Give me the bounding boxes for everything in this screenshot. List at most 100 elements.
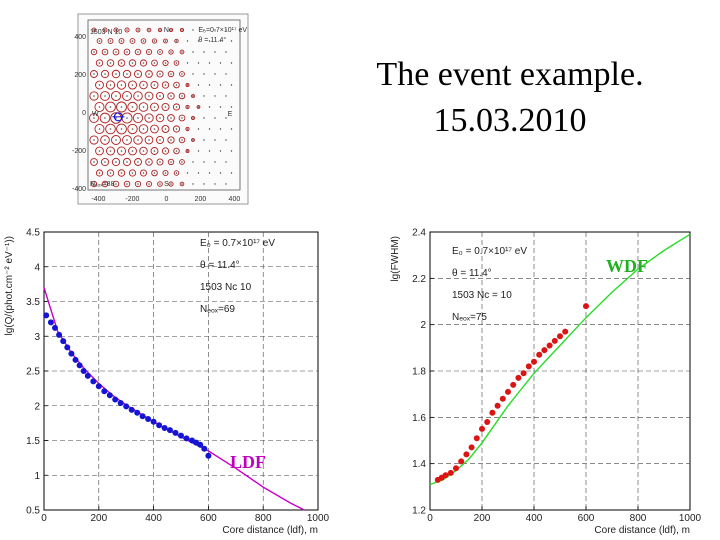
- station-dot: [192, 51, 194, 53]
- wdf-data-point: [551, 337, 558, 344]
- station-dot: [137, 51, 139, 53]
- station-hit: [161, 147, 170, 155]
- station-hit: [117, 169, 126, 177]
- station-dot: [98, 40, 101, 42]
- station-hit: [89, 135, 99, 145]
- station-dot: [181, 73, 183, 75]
- station-hit: [156, 70, 164, 78]
- station-dot: [93, 51, 95, 53]
- station-dot: [153, 84, 156, 86]
- station-hit: [172, 125, 181, 133]
- station-hit: [123, 180, 131, 188]
- ldf-y-tick-label: 4: [34, 262, 40, 273]
- station-hit: [90, 70, 98, 78]
- station-dot: [225, 139, 227, 141]
- station-hit: [100, 91, 110, 101]
- station-dot: [192, 73, 194, 75]
- station-hit: [172, 103, 181, 111]
- station-dot: [148, 51, 150, 53]
- station-hit: [178, 136, 186, 144]
- station-dot: [181, 117, 183, 119]
- station-dot: [192, 29, 194, 31]
- station-dot: [208, 128, 211, 130]
- station-hit: [185, 126, 190, 132]
- station-hit: [95, 80, 104, 90]
- station-dot: [214, 183, 216, 185]
- station-hit: [145, 158, 153, 166]
- ldf-y-tick-label: 1.5: [26, 436, 40, 447]
- station-hit: [161, 102, 170, 111]
- station-dot: [115, 95, 117, 97]
- station-dot: [159, 161, 161, 163]
- station-dot: [142, 62, 145, 64]
- station-dot: [181, 51, 183, 53]
- station-dot: [192, 117, 194, 119]
- ldf-data-point: [60, 338, 67, 345]
- ldf-data-point: [101, 388, 108, 395]
- station-dot: [98, 106, 101, 108]
- ldf-data-point: [145, 416, 152, 422]
- station-dot: [104, 29, 106, 31]
- station-dot: [219, 106, 222, 108]
- station-dot: [170, 51, 172, 53]
- station-hit: [128, 146, 137, 156]
- wdf-tag-label: WDF: [606, 256, 648, 276]
- station-dot: [131, 62, 134, 64]
- wdf-data-point: [536, 351, 543, 358]
- station-hit: [144, 91, 154, 101]
- wdf-data-point: [463, 451, 470, 458]
- station-hit: [156, 158, 164, 166]
- station-dot: [197, 40, 200, 42]
- station-hit: [112, 180, 120, 188]
- station-dot: [175, 84, 178, 86]
- station-dot: [164, 62, 167, 64]
- station-hit: [90, 48, 98, 56]
- station-dot: [104, 139, 106, 141]
- station-hit: [157, 181, 163, 187]
- station-hit: [95, 59, 104, 67]
- wdf-x-tick-label: 600: [578, 513, 595, 524]
- wdf-data-point: [499, 395, 506, 402]
- station-dot: [214, 51, 216, 53]
- station-dot: [225, 95, 227, 97]
- station-hit: [179, 159, 185, 165]
- station-hit: [162, 169, 169, 177]
- west-label: W: [92, 111, 99, 118]
- station-dot: [159, 51, 161, 53]
- station-dot: [115, 73, 117, 75]
- wdf-data-point: [494, 402, 501, 409]
- ldf-data-point: [76, 362, 83, 369]
- station-dot: [175, 172, 178, 174]
- station-hit: [161, 125, 170, 133]
- ldf-info-line2: θ = 11.4°: [200, 260, 240, 271]
- wdf-data-point: [453, 465, 459, 472]
- map-x-tick-label: 200: [195, 196, 207, 203]
- station-dot: [120, 62, 123, 64]
- station-hit: [111, 69, 121, 79]
- ldf-data-point: [47, 319, 54, 326]
- station-hit: [105, 123, 116, 135]
- station-dot: [230, 84, 233, 86]
- ldf-y-tick-label: 2: [34, 401, 40, 412]
- map-y-tick-label: 0: [82, 110, 86, 117]
- station-hit: [138, 124, 149, 134]
- station-dot: [175, 150, 178, 152]
- station-dot: [203, 139, 205, 141]
- station-dot: [93, 73, 95, 75]
- station-hit: [124, 27, 130, 33]
- station-hit: [110, 90, 122, 102]
- wdf-data-point: [583, 303, 589, 310]
- station-dot: [197, 106, 200, 108]
- station-hit: [105, 146, 115, 156]
- station-dot: [142, 106, 145, 108]
- station-dot: [219, 62, 222, 64]
- station-dot: [153, 40, 156, 42]
- station-hit: [90, 158, 98, 166]
- station-hit: [105, 101, 116, 113]
- station-dot: [148, 95, 150, 97]
- station-hit: [132, 112, 144, 124]
- station-dot: [230, 62, 233, 64]
- station-dot: [104, 161, 106, 163]
- station-dot: [203, 73, 205, 75]
- wdf-y-tick-label: 2.4: [412, 228, 426, 239]
